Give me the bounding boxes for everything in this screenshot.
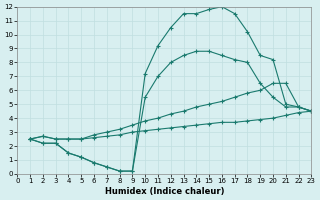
- X-axis label: Humidex (Indice chaleur): Humidex (Indice chaleur): [105, 187, 224, 196]
